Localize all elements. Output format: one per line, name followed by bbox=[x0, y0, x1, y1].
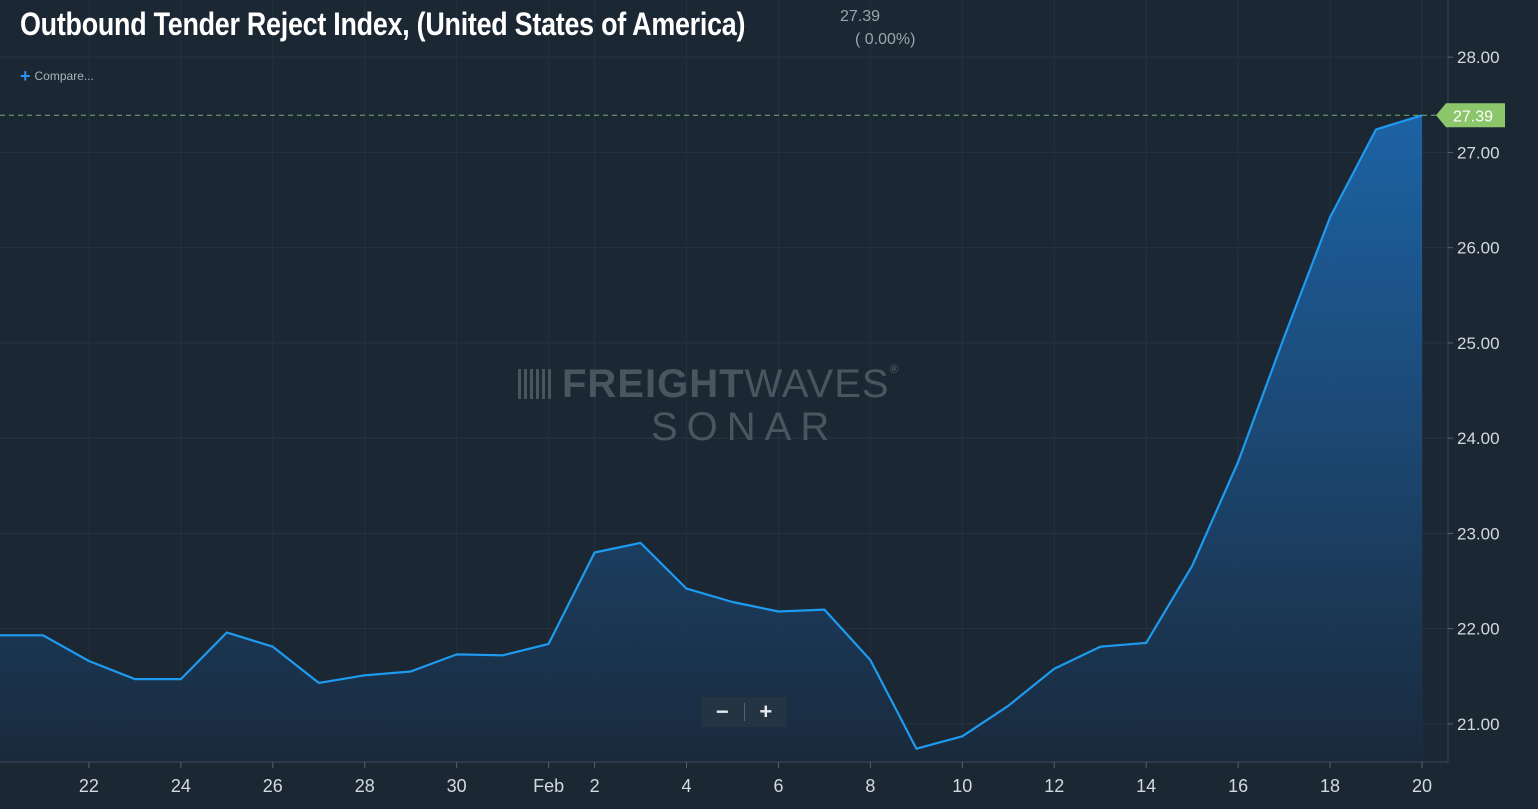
y-tick-label: 23.00 bbox=[1457, 524, 1500, 543]
x-tick-label: 14 bbox=[1136, 776, 1156, 796]
zoom-in-button[interactable]: + bbox=[759, 699, 773, 724]
x-tick-label: 2 bbox=[590, 776, 600, 796]
x-tick-label: 22 bbox=[79, 776, 99, 796]
x-tick-label: 24 bbox=[171, 776, 191, 796]
y-tick-label: 22.00 bbox=[1457, 620, 1500, 639]
last-value-tag-shape bbox=[1436, 103, 1505, 128]
x-tick-label: 16 bbox=[1228, 776, 1248, 796]
last-value: 27.39 bbox=[840, 8, 881, 25]
y-tick-label: 28.00 bbox=[1457, 48, 1500, 67]
x-tick-label: 4 bbox=[682, 776, 692, 796]
series-area bbox=[0, 115, 1422, 763]
chart-title: Outbound Tender Reject Index, (United St… bbox=[20, 6, 746, 42]
y-tick-label: 24.00 bbox=[1457, 429, 1500, 448]
zoom-out-button[interactable]: − bbox=[715, 699, 729, 724]
x-tick-label: 28 bbox=[355, 776, 375, 796]
x-tick-label: 30 bbox=[447, 776, 467, 796]
line-path bbox=[0, 114, 1423, 750]
last-change: ( 0.00%) bbox=[855, 31, 916, 48]
x-tick-label: 20 bbox=[1412, 776, 1432, 796]
y-tick-label: 21.00 bbox=[1457, 715, 1500, 734]
x-tick-label: 10 bbox=[952, 776, 972, 796]
compare-button[interactable]: + Compare... bbox=[20, 66, 94, 87]
area-fill bbox=[0, 115, 1422, 763]
y-tick-label: 25.00 bbox=[1457, 334, 1500, 353]
x-tick-label: 12 bbox=[1044, 776, 1064, 796]
y-axis-panel bbox=[1448, 0, 1538, 809]
x-tick-label: 18 bbox=[1320, 776, 1340, 796]
plus-icon: + bbox=[20, 66, 31, 86]
y-tick-label: 27.00 bbox=[1457, 143, 1500, 162]
y-tick-label: 26.00 bbox=[1457, 239, 1500, 258]
x-axis: 22 24 26 28 30 Feb 2 4 6 8 10 12 14 16 18 20 bbox=[79, 762, 1432, 796]
y-axis: 21.00 22.00 23.00 24.00 25.00 26.00 27.00 28.00 bbox=[1448, 48, 1500, 734]
last-value-tag-label: 27.39 bbox=[1453, 108, 1493, 125]
x-tick-label: 26 bbox=[263, 776, 283, 796]
x-tick-label: Feb bbox=[533, 776, 564, 796]
series-line bbox=[0, 114, 1423, 750]
zoom-control: − + bbox=[701, 697, 787, 727]
compare-label: Compare... bbox=[34, 69, 94, 83]
x-tick-label: 8 bbox=[865, 776, 875, 796]
zoom-divider bbox=[743, 703, 745, 721]
last-value-tag: 27.39 bbox=[1436, 103, 1505, 128]
x-tick-label: 6 bbox=[773, 776, 783, 796]
